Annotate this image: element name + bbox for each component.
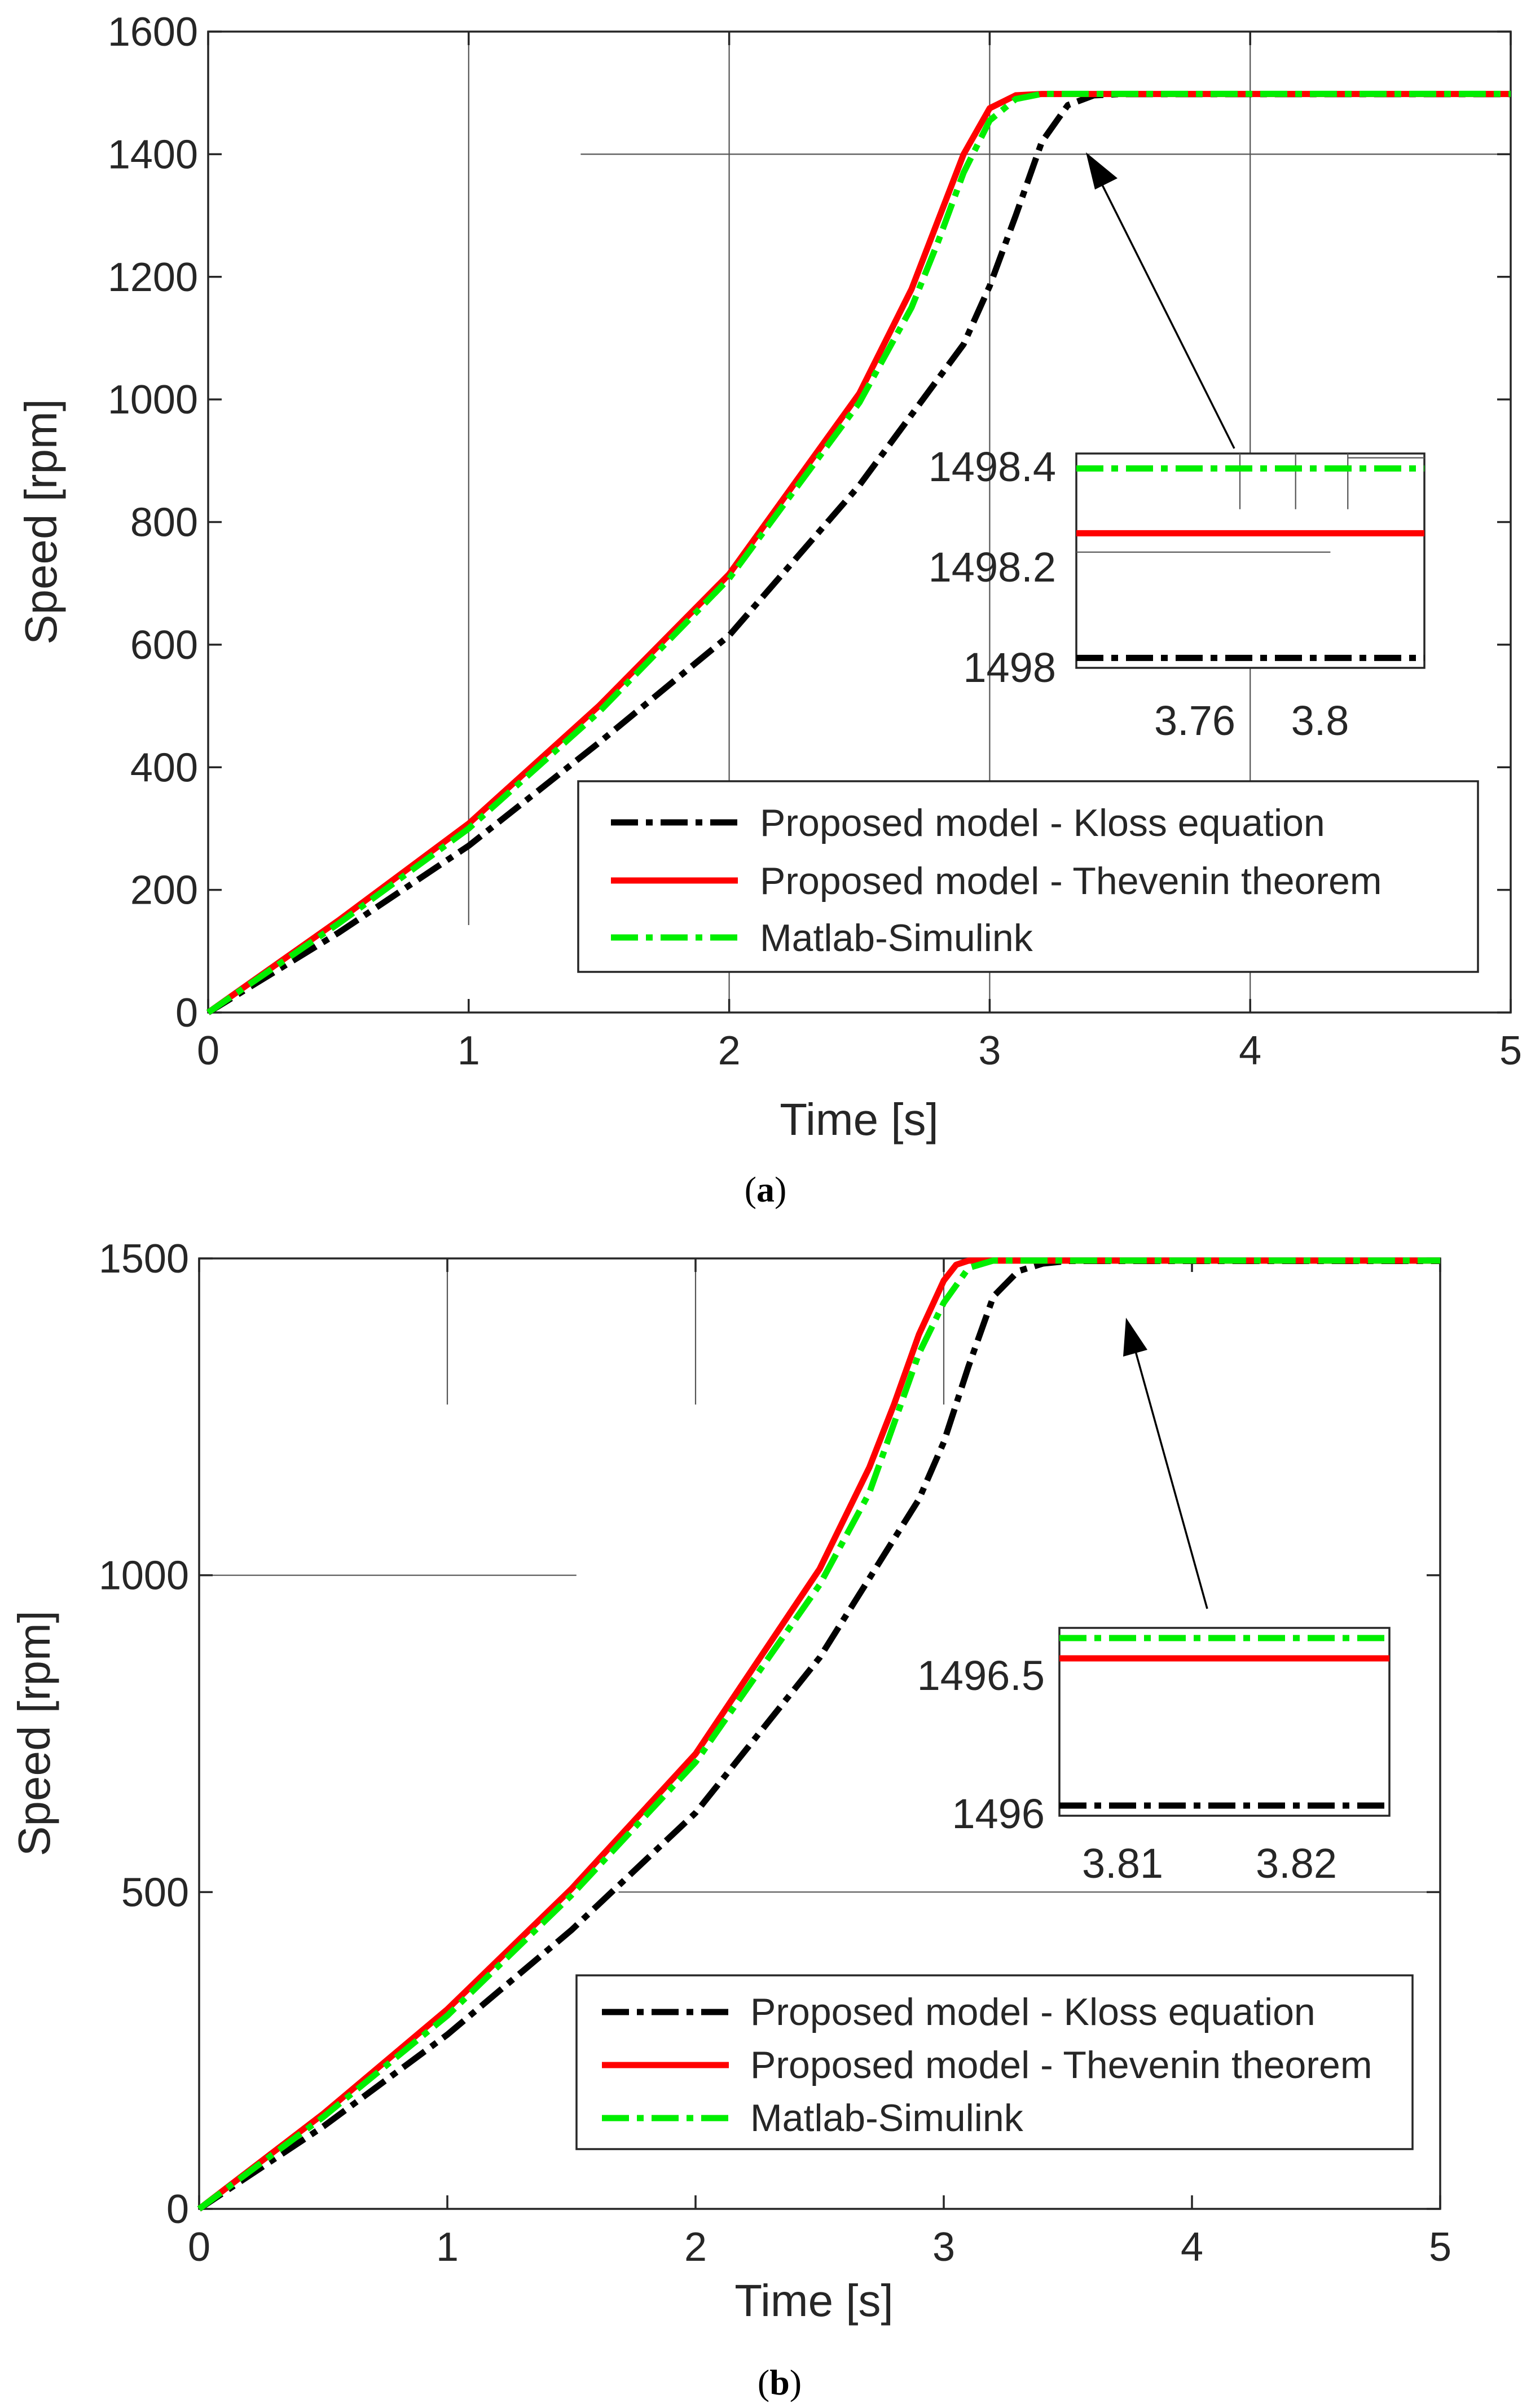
xtick-label-a-3: 3 <box>978 1028 1001 1073</box>
y-axis-label-b: Speed [rpm] <box>9 1610 59 1856</box>
ticks-a: 0 1 2 3 4 5 0 200 400 600 800 1000 1200 1400 1600 <box>108 10 1522 1073</box>
ytick-label-a-0: 0 <box>175 991 198 1036</box>
inset-xtick-b-1: 3.82 <box>1256 1840 1337 1887</box>
panel-caption-a: (a) <box>745 1169 787 1209</box>
series-b <box>197 1257 1440 2212</box>
xtick-label-b-5: 5 <box>1429 2225 1451 2270</box>
ytick-label-a-6: 1200 <box>108 255 198 300</box>
legend-label-b-simulink: Matlab-Simulink <box>750 2097 1024 2140</box>
inset-ytick-b-0: 1496.5 <box>917 1652 1045 1699</box>
inset-a: 1498.4 1498.2 1498 3.76 3.8 <box>929 443 1426 744</box>
legend-label-a-thevenin: Proposed model - Thevenin theorem <box>760 860 1382 903</box>
xtick-label-b-0: 0 <box>188 2225 210 2270</box>
ytick-label-a-7: 1400 <box>108 132 198 177</box>
xtick-label-b-2: 2 <box>684 2225 707 2270</box>
x-axis-label-b: Time [s] <box>734 2275 893 2326</box>
legend-label-a-kloss: Proposed model - Kloss equation <box>760 802 1325 844</box>
ytick-label-b-1: 500 <box>121 1870 189 1915</box>
inset-xtick-b-0: 3.81 <box>1082 1840 1163 1887</box>
legend-label-a-simulink: Matlab-Simulink <box>760 917 1033 959</box>
inset-ytick-a-0: 1498.4 <box>929 443 1056 490</box>
inset-xtick-a-0: 3.76 <box>1154 697 1235 744</box>
series-line-b-simulink <box>197 1257 1440 2212</box>
inset-series-a <box>1076 465 1424 661</box>
inset-frame-a <box>1075 452 1426 669</box>
ytick-label-b-0: 0 <box>166 2187 189 2232</box>
ytick-label-a-2: 400 <box>130 745 198 790</box>
inset-gridlines-a <box>1076 454 1424 553</box>
inset-ytick-b-1: 1496 <box>952 1790 1045 1837</box>
xtick-label-b-3: 3 <box>932 2225 955 2270</box>
inset-ytick-a-1: 1498.2 <box>929 544 1056 591</box>
series-line-a-thevenin <box>206 91 1511 1015</box>
inset-xtick-a-1: 3.8 <box>1291 697 1349 744</box>
x-axis-label-a: Time [s] <box>780 1094 938 1144</box>
legend-label-b-kloss: Proposed model - Kloss equation <box>750 1991 1316 2033</box>
panel-b: 0 1 2 3 4 5 0 500 1000 1500 1496.5 1496 3.81 3.82… <box>9 1236 1451 2402</box>
ytick-label-b-2: 1000 <box>99 1553 189 1599</box>
ytick-label-b-3: 1500 <box>99 1236 189 1282</box>
xtick-label-a-5: 5 <box>1499 1028 1522 1073</box>
y-axis-label-a: Speed [rpm] <box>16 399 66 645</box>
ytick-label-a-4: 800 <box>130 500 198 545</box>
xtick-label-b-1: 1 <box>436 2225 459 2270</box>
series-a <box>206 90 1511 1015</box>
ytick-label-a-8: 1600 <box>108 10 198 55</box>
xtick-label-a-0: 0 <box>197 1028 219 1073</box>
ytick-label-a-5: 1000 <box>108 377 198 422</box>
panel-caption-b: (b) <box>758 2362 802 2402</box>
zoom-arrow-a <box>1086 152 1235 449</box>
ytick-label-a-1: 200 <box>130 868 198 913</box>
xtick-label-a-4: 4 <box>1239 1028 1261 1073</box>
legend-label-b-thevenin: Proposed model - Thevenin theorem <box>750 2044 1372 2086</box>
legend-a: Proposed model - Kloss equation Proposed… <box>577 780 1479 973</box>
ticks-b: 0 1 2 3 4 5 0 500 1000 1500 <box>99 1236 1451 2270</box>
xtick-label-a-2: 2 <box>718 1028 741 1073</box>
zoom-arrow-b <box>1123 1318 1208 1609</box>
panel-a: 0 1 2 3 4 5 0 200 400 600 800 1000 1200 1400 1600 1498… <box>16 10 1522 1209</box>
legend-b: Proposed model - Kloss equation Proposed… <box>575 1974 1414 2150</box>
inset-ytick-a-2: 1498 <box>963 644 1056 691</box>
inset-series-b <box>1059 1635 1389 1809</box>
inset-b: 1496.5 1496 3.81 3.82 <box>917 1627 1391 1887</box>
axes-frame-b <box>198 1257 1441 2210</box>
xtick-label-a-1: 1 <box>457 1028 480 1073</box>
ytick-label-a-3: 600 <box>130 623 198 668</box>
xtick-label-b-4: 4 <box>1181 2225 1203 2270</box>
